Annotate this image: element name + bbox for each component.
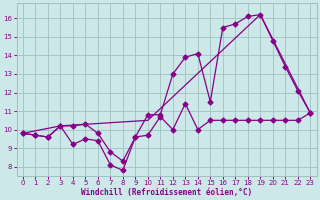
X-axis label: Windchill (Refroidissement éolien,°C): Windchill (Refroidissement éolien,°C) <box>81 188 252 197</box>
